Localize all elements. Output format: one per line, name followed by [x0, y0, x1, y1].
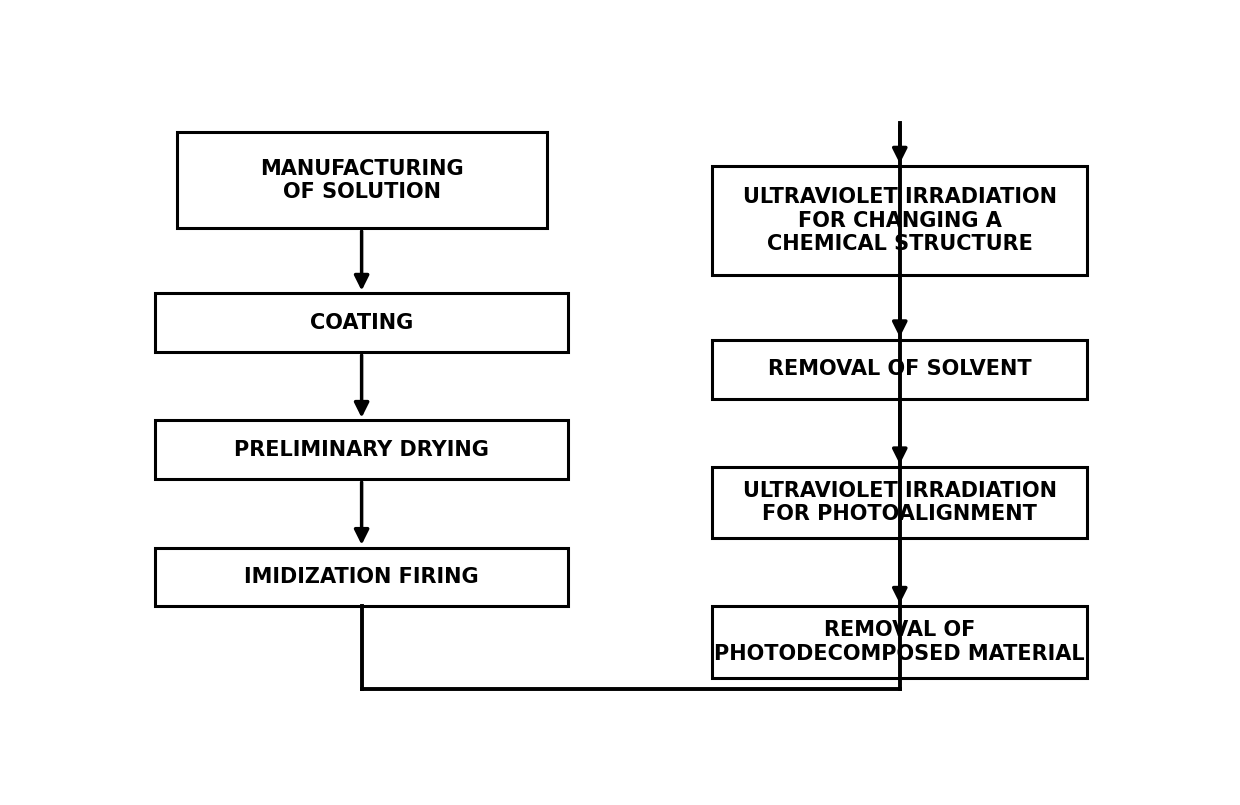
Text: ULTRAVIOLET IRRADIATION
FOR CHANGING A
CHEMICAL STRUCTURE: ULTRAVIOLET IRRADIATION FOR CHANGING A C…	[743, 188, 1056, 254]
Text: PRELIMINARY DRYING: PRELIMINARY DRYING	[234, 440, 489, 460]
FancyBboxPatch shape	[176, 132, 547, 229]
FancyBboxPatch shape	[155, 547, 568, 606]
FancyBboxPatch shape	[713, 467, 1087, 539]
FancyBboxPatch shape	[713, 606, 1087, 678]
Text: REMOVAL OF SOLVENT: REMOVAL OF SOLVENT	[768, 359, 1032, 379]
Text: IMIDIZATION FIRING: IMIDIZATION FIRING	[244, 567, 479, 587]
Text: COATING: COATING	[310, 313, 413, 332]
Text: MANUFACTURING
OF SOLUTION: MANUFACTURING OF SOLUTION	[260, 159, 464, 202]
FancyBboxPatch shape	[713, 167, 1087, 275]
FancyBboxPatch shape	[155, 420, 568, 479]
Text: ULTRAVIOLET IRRADIATION
FOR PHOTOALIGNMENT: ULTRAVIOLET IRRADIATION FOR PHOTOALIGNME…	[743, 481, 1056, 524]
FancyBboxPatch shape	[713, 340, 1087, 398]
FancyBboxPatch shape	[155, 293, 568, 353]
Text: REMOVAL OF
PHOTODECOMPOSED MATERIAL: REMOVAL OF PHOTODECOMPOSED MATERIAL	[714, 621, 1085, 663]
